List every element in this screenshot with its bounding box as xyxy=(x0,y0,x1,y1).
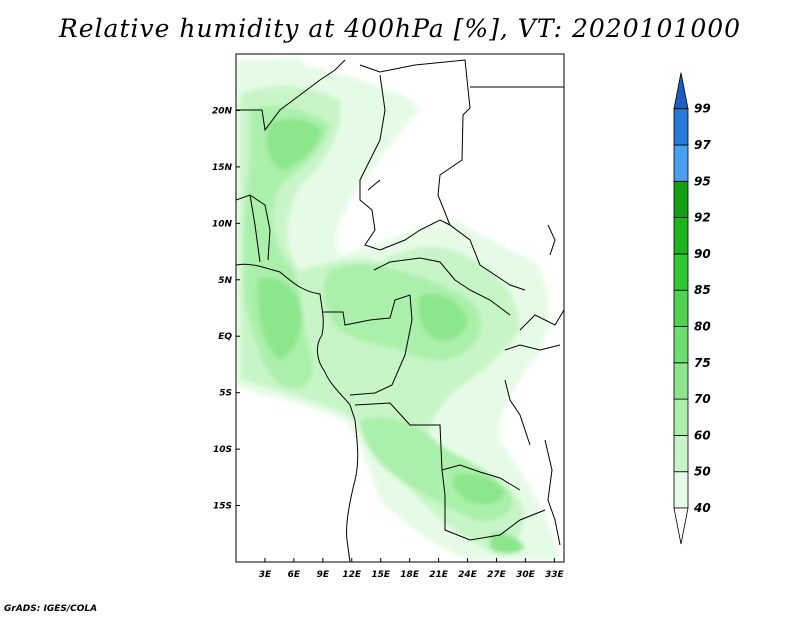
humidity-field xyxy=(236,58,560,560)
country-borders xyxy=(236,59,564,562)
border-line xyxy=(504,344,561,351)
lat-tick-label: 5N xyxy=(218,276,232,286)
colorbar-label: 40 xyxy=(693,501,711,515)
colorbar-segment xyxy=(673,471,689,509)
lon-tick-label: 12E xyxy=(342,570,362,580)
lon-tick-label: 21E xyxy=(429,570,449,580)
colorbar-label: 75 xyxy=(694,356,711,370)
colorbar-label: 60 xyxy=(694,428,711,442)
colorbar-max-triangle xyxy=(673,72,689,110)
colorbar-segment xyxy=(673,326,689,364)
colorbar-label: 85 xyxy=(694,283,711,297)
lon-tick-label: 3E xyxy=(259,570,272,580)
border-line xyxy=(519,309,564,331)
colorbar-segment xyxy=(673,144,689,182)
lon-tick-label: 15E xyxy=(371,570,391,580)
lat-tick-label: EQ xyxy=(218,332,232,342)
colorbar: 40 50 60 70 75 80 85 90 92 95 97 99 xyxy=(673,72,711,545)
humidity-region-green xyxy=(257,277,302,360)
chart-title: Relative humidity at 400hPa [%], VT: 202… xyxy=(58,14,742,43)
colorbar-segment xyxy=(673,434,689,473)
colorbar-segment xyxy=(673,108,689,146)
colorbar-label: 90 xyxy=(694,247,711,261)
border-line xyxy=(547,224,556,256)
border-line xyxy=(359,74,451,251)
lat-tick-label: 10N xyxy=(212,219,233,229)
footer-credit: GrADS: IGES/COLA xyxy=(4,604,98,614)
latitude-axis: 20N 15N 10N 5N EQ 5S 10S 15S xyxy=(212,106,240,512)
lat-tick-label: 15S xyxy=(213,502,232,512)
border-line xyxy=(544,439,561,546)
border-line xyxy=(367,179,381,191)
colorbar-label: 50 xyxy=(694,465,711,479)
lat-tick-label: 10S xyxy=(213,445,232,455)
colorbar-label: 97 xyxy=(694,138,711,152)
colorbar-segment xyxy=(673,253,689,291)
colorbar-segment xyxy=(673,180,689,219)
border-line xyxy=(373,257,511,316)
border-line xyxy=(236,59,346,132)
border-line xyxy=(249,194,261,263)
lon-tick-label: 18E xyxy=(400,570,420,580)
border-line xyxy=(441,469,546,541)
colorbar-segment xyxy=(673,289,689,327)
lat-tick-label: 20N xyxy=(212,106,233,116)
colorbar-label: 99 xyxy=(694,102,711,116)
longitude-axis: 3E 6E 9E 12E 15E 18E 21E 24E 27E 30E 33E xyxy=(259,558,565,580)
border-line xyxy=(323,294,413,396)
colorbar-segment xyxy=(673,398,689,436)
humidity-region-green xyxy=(453,473,505,505)
lon-tick-label: 33E xyxy=(545,570,565,580)
border-line xyxy=(236,263,359,562)
lon-tick-label: 6E xyxy=(288,570,301,580)
lon-tick-label: 30E xyxy=(516,570,536,580)
colorbar-label: 70 xyxy=(694,392,711,406)
lat-tick-label: 5S xyxy=(219,389,232,399)
colorbar-segment xyxy=(673,362,689,400)
colorbar-label: 80 xyxy=(694,320,711,334)
lon-tick-label: 24E xyxy=(458,570,478,580)
colorbar-label: 92 xyxy=(694,211,711,225)
humidity-region-green xyxy=(418,293,468,341)
colorbar-min-triangle xyxy=(673,507,689,545)
humidity-region-green xyxy=(490,533,525,554)
border-line xyxy=(359,59,526,291)
border-line xyxy=(504,379,531,446)
colorbar-segment xyxy=(673,217,689,255)
map-frame xyxy=(235,53,565,563)
humidity-region-green xyxy=(265,118,322,170)
colorbar-label: 95 xyxy=(694,174,711,188)
border-line xyxy=(236,194,271,261)
lon-tick-label: 9E xyxy=(317,570,330,580)
lon-tick-label: 27E xyxy=(487,570,507,580)
lat-tick-label: 15N xyxy=(212,163,233,173)
